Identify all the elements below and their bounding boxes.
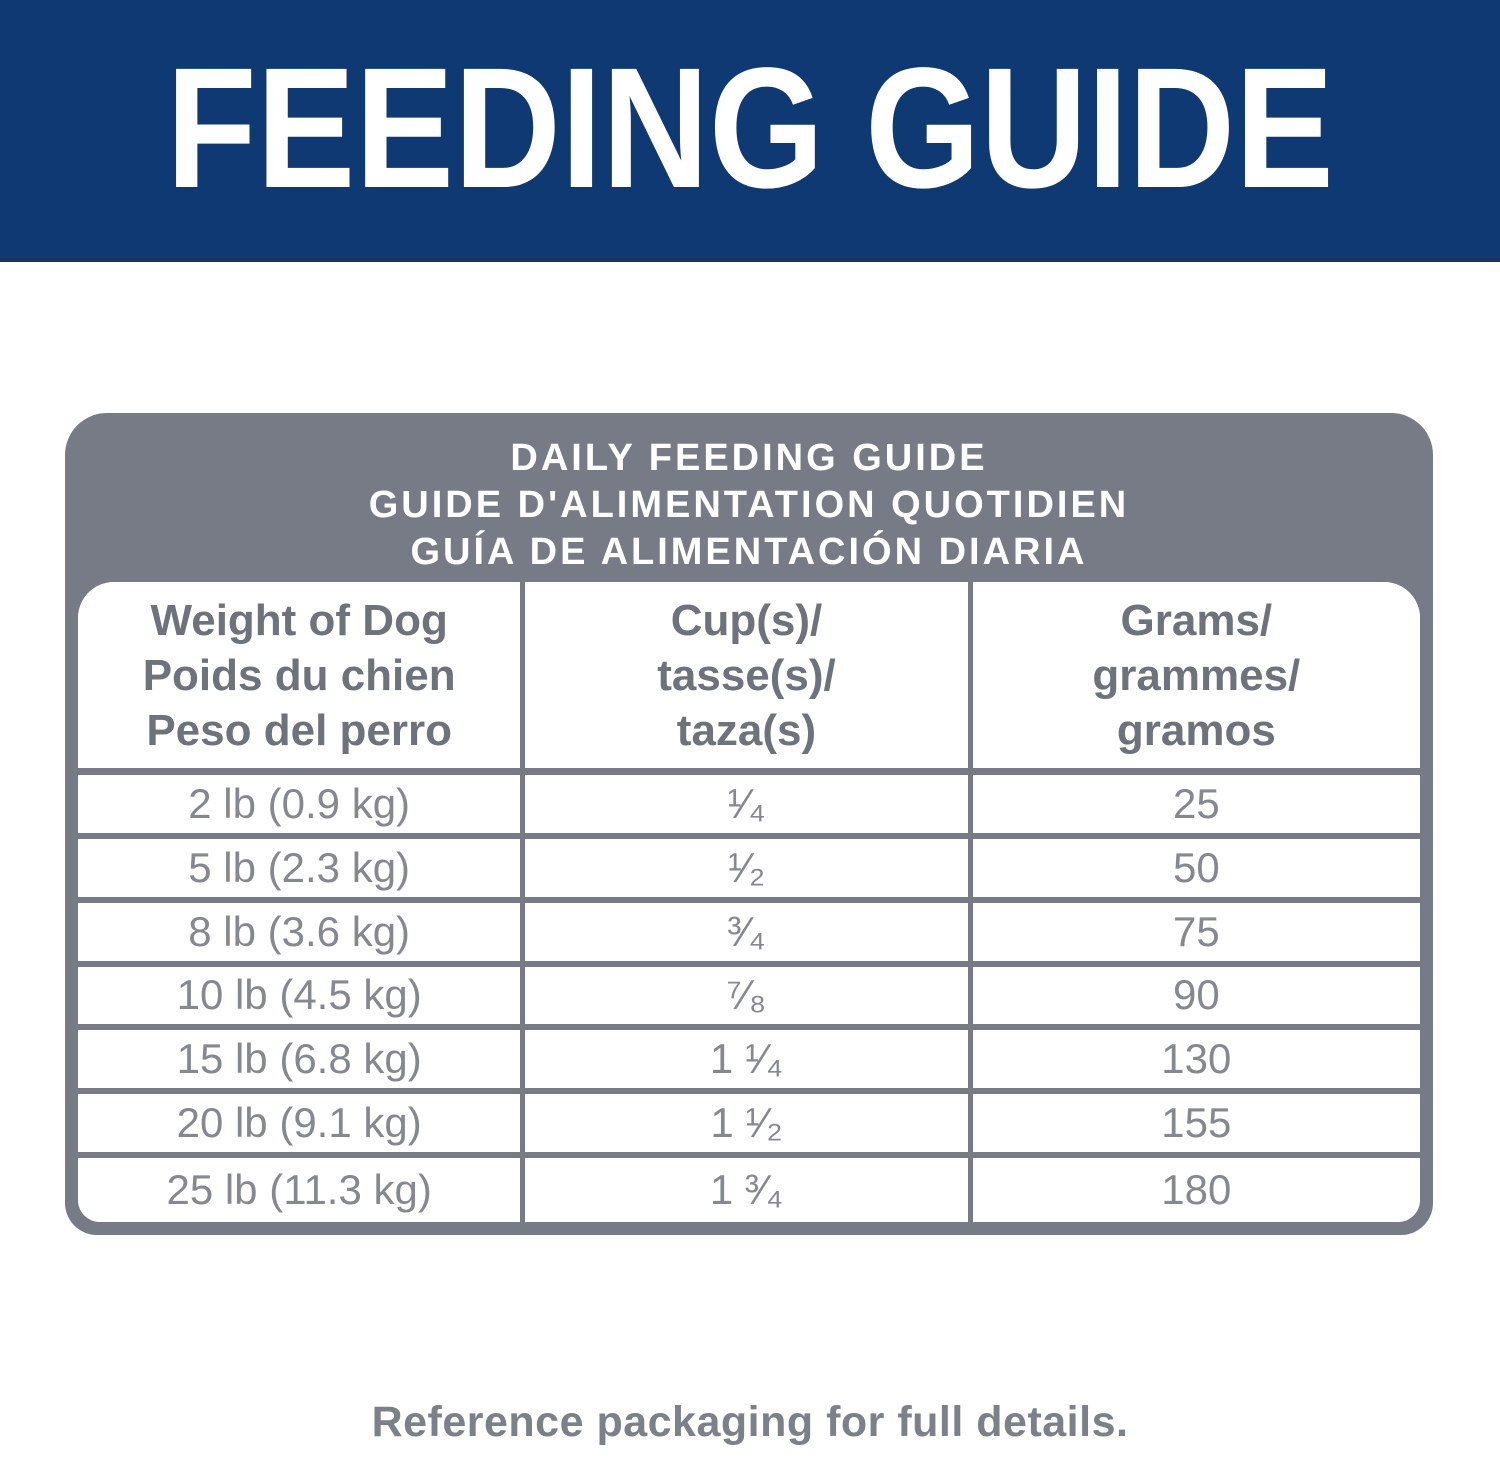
column-header-grams: Grams/ grammes/ gramos (972, 582, 1420, 775)
table-cell-weight: 25 lb (11.3 kg) (78, 1158, 526, 1222)
column-header-cups: Cup(s)/ tasse(s)/ taza(s) (525, 582, 973, 775)
table-cell-grams: 180 (972, 1158, 1420, 1222)
footer-note: Reference packaging for full details. (371, 1398, 1129, 1446)
table-cell-weight: 5 lb (2.3 kg) (78, 838, 526, 903)
table-cell-grams: 25 (972, 775, 1420, 839)
table-cell-cups: ³⁄₄ (525, 902, 973, 967)
table-title: DAILY FEEDING GUIDE GUIDE D'ALIMENTATION… (368, 437, 1130, 573)
table-cell-grams: 155 (972, 1094, 1420, 1159)
table-cell-cups: 1 ¹⁄₂ (525, 1094, 973, 1159)
table-cell-grams: 130 (972, 1030, 1420, 1095)
table-cell-cups: 1 ¹⁄₄ (525, 1030, 973, 1095)
page-title: FEEDING GUIDE (166, 32, 1334, 225)
table-cell-grams: 90 (972, 966, 1420, 1031)
table-cell-grams: 75 (972, 902, 1420, 967)
table-cell-cups: ¹⁄₂ (525, 838, 973, 903)
table-cell-weight: 20 lb (9.1 kg) (78, 1094, 526, 1159)
daily-feeding-guide-card: DAILY FEEDING GUIDE GUIDE D'ALIMENTATION… (65, 413, 1433, 1235)
table-cell-cups: 1 ³⁄₄ (525, 1158, 973, 1222)
table-cell-cups: ⁷⁄₈ (525, 966, 973, 1031)
table-cell-weight: 2 lb (0.9 kg) (78, 775, 526, 839)
feeding-table: Weight of Dog Poids du chien Peso del pe… (78, 582, 1420, 1222)
column-header-weight: Weight of Dog Poids du chien Peso del pe… (78, 582, 526, 775)
table-cell-cups: ¹⁄₄ (525, 775, 973, 839)
table-cell-weight: 15 lb (6.8 kg) (78, 1030, 526, 1095)
table-cell-weight: 8 lb (3.6 kg) (78, 902, 526, 967)
table-cell-grams: 50 (972, 838, 1420, 903)
table-cell-weight: 10 lb (4.5 kg) (78, 966, 526, 1031)
feeding-guide-banner: FEEDING GUIDE (0, 0, 1500, 262)
